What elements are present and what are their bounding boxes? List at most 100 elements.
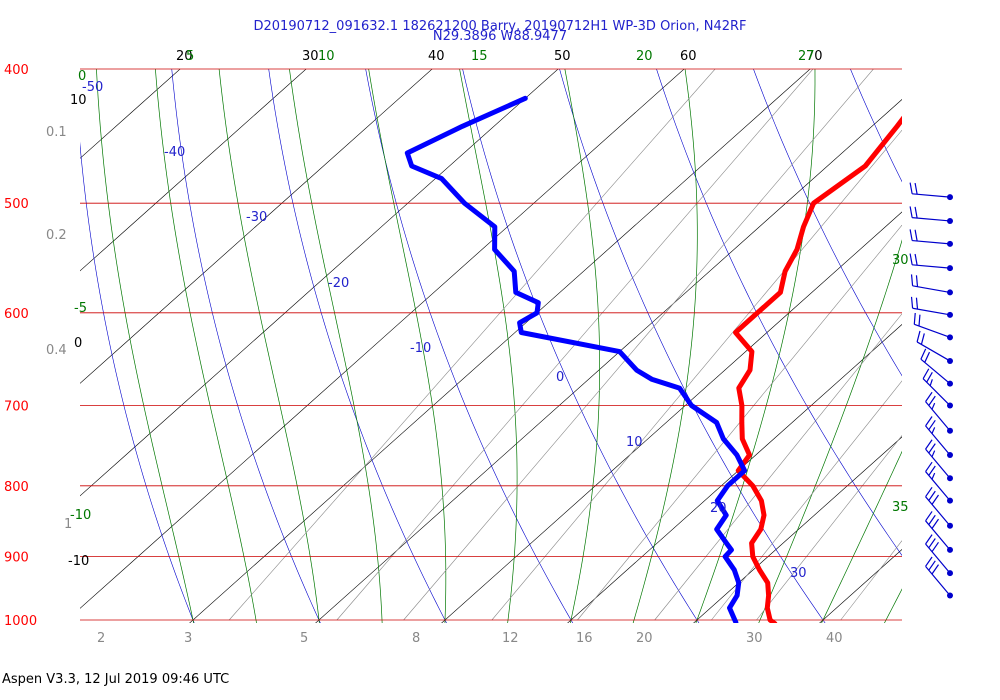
moist-adiabat-line	[218, 69, 320, 623]
wind-barb-feather	[931, 427, 936, 434]
mixing-ratio-line	[950, 69, 1000, 620]
dry-adiabat-label: -20	[328, 276, 349, 291]
wind-barb-feather	[931, 402, 936, 410]
isotherm-label: 50	[554, 49, 571, 64]
moist-adiabat-line	[96, 69, 195, 623]
wind-barb	[916, 330, 953, 364]
dry-adiabat-line	[462, 69, 700, 623]
dry-adiabat-line	[933, 38, 1000, 655]
wind-barb	[925, 391, 953, 434]
moist-adiabat-label: -5	[74, 301, 87, 316]
wind-barb-staff	[912, 264, 951, 269]
isotherm-line	[315, 99, 902, 623]
dry-adiabat-label: -40	[164, 145, 185, 160]
wind-barb-feather	[924, 351, 931, 363]
isotherm-label: 0	[74, 336, 82, 351]
wind-barb-feather	[915, 275, 919, 287]
wind-barb	[925, 556, 953, 599]
dry-adiabat-label: -30	[246, 210, 267, 225]
dry-adiabat-line	[656, 69, 902, 556]
wind-barb-staff	[916, 341, 951, 362]
wind-barb-feather	[914, 206, 918, 219]
isotherm-line	[567, 324, 902, 623]
isotherm-line	[910, 38, 1000, 655]
mixing-ratio-line	[491, 129, 902, 621]
dry-adiabat-line	[753, 69, 902, 377]
pressure-label: 500	[4, 197, 29, 212]
mixing-ratio-line	[711, 380, 902, 621]
wind-barb-staff	[912, 217, 951, 222]
wind-barb-staff	[925, 565, 951, 596]
wind-barb-feather	[925, 556, 933, 567]
moist-adiabat-line	[758, 239, 902, 623]
wind-barb-feather	[915, 297, 919, 310]
mixing-ratio-line	[756, 435, 902, 621]
moist-adiabat-line	[695, 69, 816, 623]
wind-barb	[925, 534, 953, 577]
mixing-ratio-line	[654, 313, 902, 621]
isotherm-label: 70	[806, 49, 823, 64]
wind-barb-feather	[931, 518, 939, 529]
wind-barb-feather	[931, 541, 939, 553]
pressure-label: 600	[4, 307, 29, 322]
mixing-ratio-label: 2	[97, 631, 105, 646]
mixing-ratio-label: 12	[502, 631, 519, 646]
moist-adiabat-line	[155, 69, 257, 623]
moist-adiabat-line	[564, 69, 601, 623]
wind-barb-staff	[922, 378, 951, 406]
isotherm-label: 40	[428, 49, 445, 64]
pressure-label: 400	[4, 63, 29, 78]
moist-adiabat-line	[368, 69, 447, 623]
isotherm-label: 10	[70, 93, 87, 108]
height-label: 0.4	[46, 343, 67, 358]
wind-barb-feather	[931, 564, 939, 575]
wind-barb-staff	[925, 448, 951, 479]
wind-barb-feather	[928, 465, 936, 476]
dry-adiabat-line	[365, 69, 574, 623]
temperature-profile-line	[733, 115, 902, 623]
wind-barb-feather	[922, 368, 930, 379]
wind-barb-feather	[914, 182, 918, 195]
wind-barb-feather	[925, 461, 933, 472]
wind-barb	[925, 461, 953, 504]
moist-adiabat-label: 5	[186, 49, 194, 64]
isotherm-line	[819, 549, 902, 623]
wind-barb	[925, 511, 953, 553]
isotherm-line	[80, 69, 559, 497]
moist-adiabat-label: 27	[798, 49, 815, 64]
wind-barb	[920, 348, 953, 387]
wind-barb-feather	[910, 296, 914, 309]
wind-barb-feather	[928, 490, 936, 501]
moist-adiabat-label: 20	[636, 49, 653, 64]
wind-barb-feather	[925, 391, 933, 402]
dry-adiabat-label: 0	[556, 370, 564, 385]
wind-barb	[922, 368, 953, 409]
moist-adiabat-line	[459, 69, 518, 623]
sounding-title: D20190712_091632.1 182621200 Barry, 2019…	[253, 19, 747, 34]
wind-barb-staff	[925, 496, 951, 527]
wind-barb-feather	[928, 514, 936, 525]
mixing-ratio-label: 40	[826, 631, 843, 646]
isotherm-line	[80, 69, 433, 384]
isotherm-line	[441, 211, 902, 623]
dry-adiabat-label: 10	[626, 435, 643, 450]
wind-barb-feather	[909, 229, 913, 241]
mixing-ratio-label: 8	[412, 631, 420, 646]
dry-adiabat-line	[80, 141, 195, 623]
moist-adiabat-line	[632, 69, 698, 623]
wind-barb-feather	[928, 538, 936, 549]
sounding-location: N29.3896 W88.9477	[432, 29, 568, 44]
wind-barb	[909, 206, 953, 224]
footer-version: Aspen V3.3, 12 Jul 2019 09:46 UTC	[2, 672, 230, 687]
wind-barb-staff	[925, 520, 951, 551]
wind-barb-feather	[929, 379, 933, 386]
wind-barb-feather	[909, 253, 913, 265]
dry-adiabat-line	[850, 69, 902, 183]
wind-barb-feather	[928, 443, 936, 454]
wind-barb-feather	[914, 253, 918, 266]
wind-barb-feather	[925, 511, 933, 522]
wind-barb-feather	[931, 472, 936, 480]
wind-barb	[909, 229, 953, 247]
wind-barb-staff	[925, 425, 951, 456]
